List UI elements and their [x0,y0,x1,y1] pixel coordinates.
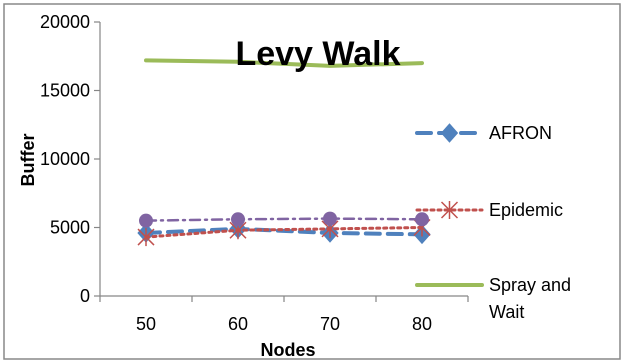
series-line [144,226,424,237]
series-3 [139,211,429,228]
data-point [440,201,459,219]
legend-label: Epidemic [489,200,563,220]
y-tick-label: 20000 [40,12,90,32]
data-point [440,123,459,143]
data-point [231,212,245,227]
chart-title: Levy Walk [235,35,400,73]
y-tick-label: 0 [80,286,90,306]
x-tick-label: 50 [136,314,156,334]
data-point [139,213,153,228]
axes: 0 5000 10000 15000 20000 50 60 70 80 [40,12,469,334]
x-tick-label: 70 [320,314,340,334]
series-line [144,217,424,222]
legend-label: AFRON [489,123,552,143]
x-axis-title: Nodes [260,340,315,360]
series-2 [144,58,424,68]
y-tick-label: 15000 [40,81,90,101]
data-point [415,212,429,227]
y-tick-label: 5000 [50,218,90,238]
series-layer [137,58,431,247]
x-tick-label: 60 [228,314,248,334]
y-axis-title: Buffer [18,134,38,187]
x-tick-label: 80 [412,314,432,334]
data-point [323,211,337,226]
series-line [144,58,424,68]
legend: AFRON Epidemic Spray and Wait [415,123,571,322]
data-point [137,228,155,247]
series-line [144,226,424,239]
legend-label: Spray and Wait [489,275,571,322]
y-tick-label: 10000 [40,149,90,169]
